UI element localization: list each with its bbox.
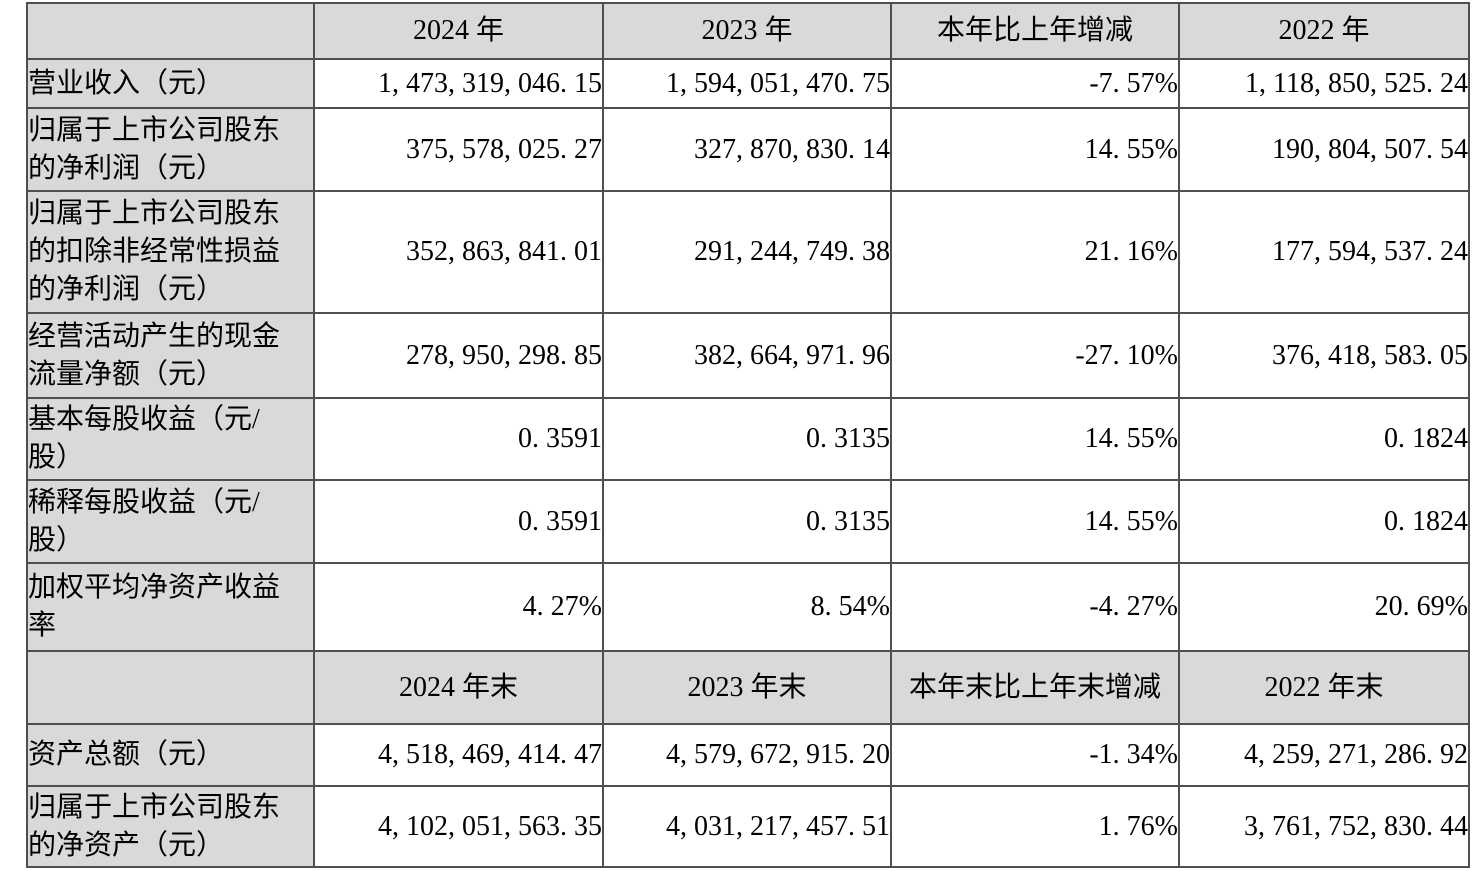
change-cell: -7. 57% xyxy=(890,58,1180,109)
row-label: 加权平均净资产收益 率 xyxy=(26,562,315,652)
value-cell: 0. 1824 xyxy=(1178,397,1470,481)
row-label: 归属于上市公司股东 的净利润（元） xyxy=(26,107,315,192)
col-header-year-end-change: 本年末比上年末增减 xyxy=(890,650,1180,725)
change-cell: 14. 55% xyxy=(890,107,1180,192)
value-cell: 4, 102, 051, 563. 35 xyxy=(313,785,604,868)
col-header-2022: 2022 年 xyxy=(1178,2,1470,60)
table-row-basic-eps: 基本每股收益（元/ 股） 0. 3591 0. 3135 14. 55% 0. … xyxy=(26,397,1470,481)
value-cell: 278, 950, 298. 85 xyxy=(313,312,604,399)
corner-cell xyxy=(26,650,315,725)
change-cell: 14. 55% xyxy=(890,479,1180,564)
value-cell: 4, 259, 271, 286. 92 xyxy=(1178,723,1470,787)
value-cell: 291, 244, 749. 38 xyxy=(602,190,892,314)
change-cell: 14. 55% xyxy=(890,397,1180,481)
row-label: 经营活动产生的现金 流量净额（元） xyxy=(26,312,315,399)
value-cell: 190, 804, 507. 54 xyxy=(1178,107,1470,192)
change-cell: 1. 76% xyxy=(890,785,1180,868)
col-header-2024: 2024 年 xyxy=(313,2,604,60)
change-cell: -4. 27% xyxy=(890,562,1180,652)
table-row-revenue: 营业收入（元） 1, 473, 319, 046. 15 1, 594, 051… xyxy=(26,58,1470,109)
header-row-year-end: 2024 年末 2023 年末 本年末比上年末增减 2022 年末 xyxy=(26,650,1470,725)
financial-summary-table: 2024 年 2023 年 本年比上年增减 2022 年 营业收入（元） 1, … xyxy=(26,2,1470,868)
value-cell: 0. 1824 xyxy=(1178,479,1470,564)
value-cell: 1, 118, 850, 525. 24 xyxy=(1178,58,1470,109)
table-row-net-profit: 归属于上市公司股东 的净利润（元） 375, 578, 025. 27 327,… xyxy=(26,107,1470,192)
value-cell: 0. 3591 xyxy=(313,397,604,481)
value-cell: 375, 578, 025. 27 xyxy=(313,107,604,192)
header-row-annual: 2024 年 2023 年 本年比上年增减 2022 年 xyxy=(26,2,1470,60)
table-row-total-assets: 资产总额（元） 4, 518, 469, 414. 47 4, 579, 672… xyxy=(26,723,1470,787)
col-header-2023: 2023 年 xyxy=(602,2,892,60)
col-header-2024-end: 2024 年末 xyxy=(313,650,604,725)
value-cell: 0. 3591 xyxy=(313,479,604,564)
change-cell: -27. 10% xyxy=(890,312,1180,399)
row-label: 归属于上市公司股东 的扣除非经常性损益 的净利润（元） xyxy=(26,190,315,314)
table-row-weighted-avg-roe: 加权平均净资产收益 率 4. 27% 8. 54% -4. 27% 20. 69… xyxy=(26,562,1470,652)
value-cell: 376, 418, 583. 05 xyxy=(1178,312,1470,399)
value-cell: 4. 27% xyxy=(313,562,604,652)
col-header-2023-end: 2023 年末 xyxy=(602,650,892,725)
value-cell: 20. 69% xyxy=(1178,562,1470,652)
col-header-2022-end: 2022 年末 xyxy=(1178,650,1470,725)
table-row-net-profit-excl-nonrecurring: 归属于上市公司股东 的扣除非经常性损益 的净利润（元） 352, 863, 84… xyxy=(26,190,1470,314)
row-label: 稀释每股收益（元/ 股） xyxy=(26,479,315,564)
value-cell: 327, 870, 830. 14 xyxy=(602,107,892,192)
value-cell: 8. 54% xyxy=(602,562,892,652)
value-cell: 3, 761, 752, 830. 44 xyxy=(1178,785,1470,868)
row-label: 基本每股收益（元/ 股） xyxy=(26,397,315,481)
col-header-yoy-change: 本年比上年增减 xyxy=(890,2,1180,60)
row-label: 营业收入（元） xyxy=(26,58,315,109)
value-cell: 0. 3135 xyxy=(602,479,892,564)
change-cell: 21. 16% xyxy=(890,190,1180,314)
value-cell: 1, 473, 319, 046. 15 xyxy=(313,58,604,109)
row-label: 资产总额（元） xyxy=(26,723,315,787)
corner-cell xyxy=(26,2,315,60)
value-cell: 4, 031, 217, 457. 51 xyxy=(602,785,892,868)
value-cell: 0. 3135 xyxy=(602,397,892,481)
value-cell: 4, 579, 672, 915. 20 xyxy=(602,723,892,787)
value-cell: 4, 518, 469, 414. 47 xyxy=(313,723,604,787)
table-row-operating-cash-flow: 经营活动产生的现金 流量净额（元） 278, 950, 298. 85 382,… xyxy=(26,312,1470,399)
value-cell: 177, 594, 537. 24 xyxy=(1178,190,1470,314)
table-row-net-assets: 归属于上市公司股东 的净资产（元） 4, 102, 051, 563. 35 4… xyxy=(26,785,1470,868)
row-label: 归属于上市公司股东 的净资产（元） xyxy=(26,785,315,868)
value-cell: 382, 664, 971. 96 xyxy=(602,312,892,399)
value-cell: 1, 594, 051, 470. 75 xyxy=(602,58,892,109)
table-row-diluted-eps: 稀释每股收益（元/ 股） 0. 3591 0. 3135 14. 55% 0. … xyxy=(26,479,1470,564)
value-cell: 352, 863, 841. 01 xyxy=(313,190,604,314)
change-cell: -1. 34% xyxy=(890,723,1180,787)
